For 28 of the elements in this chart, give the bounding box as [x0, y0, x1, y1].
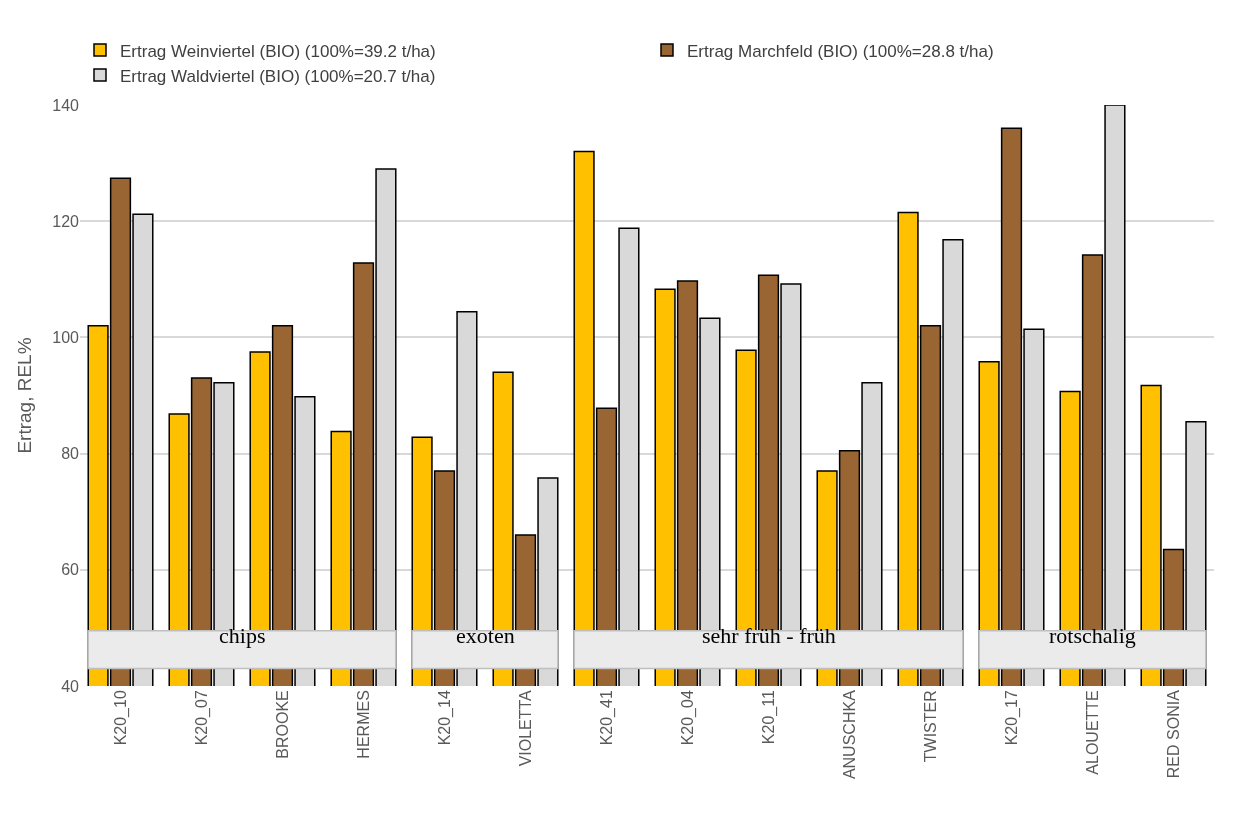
y-axis-title: Ertrag, REL% [14, 337, 36, 454]
y-tick-label: 120 [52, 212, 80, 230]
x-tick-label: HERMES [354, 690, 372, 759]
x-tick-label: K20_11 [759, 690, 778, 745]
y-tick-label: 140 [52, 96, 80, 114]
x-tick-label: TWISTER [921, 690, 939, 763]
x-tick-label: K20_07 [192, 690, 211, 746]
x-tick-label: K20_14 [435, 690, 454, 746]
x-tick-label: BROOKE [273, 690, 291, 759]
band-label: sehr früh - früh [702, 623, 836, 648]
band-label: chips [219, 623, 266, 648]
x-tick-label: K20_17 [1002, 690, 1021, 746]
y-tick-label: 60 [61, 561, 80, 579]
legend-label: Ertrag Waldviertel (BIO) (100%=20.7 t/ha) [120, 66, 436, 86]
y-tick-label: 40 [61, 677, 80, 695]
x-tick-label: ANUSCHKA [840, 689, 858, 780]
band-label: exoten [456, 623, 515, 648]
x-tick-label: K20_10 [111, 690, 130, 746]
x-tick-label: ALOUETTE [1083, 690, 1101, 775]
y-tick-label: 80 [61, 445, 80, 463]
y-tick-label: 100 [52, 329, 80, 346]
band-label: rotschalig [1049, 623, 1136, 648]
x-tick-label: K20_04 [678, 690, 697, 746]
x-tick-label: K20_41 [597, 690, 616, 746]
x-tick-label: RED SONIA [1164, 689, 1182, 779]
x-tick-label: VIOLETTA [516, 689, 534, 767]
legend-label: Ertrag Marchfeld (BIO) (100%=28.8 t/ha) [687, 41, 994, 61]
legend-label: Ertrag Weinviertel (BIO) (100%=39.2 t/ha) [120, 41, 436, 61]
